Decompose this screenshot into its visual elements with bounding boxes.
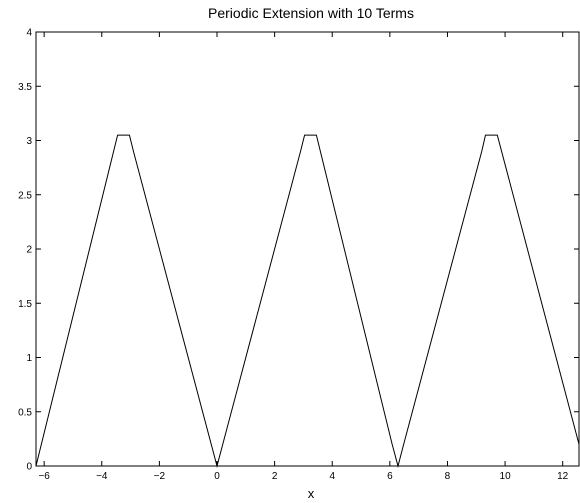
x-tick-label: −6 xyxy=(38,471,50,482)
x-tick-label: 12 xyxy=(557,471,569,482)
x-axis-ticks: −6 −4 −2 0 2 4 6 8 10 12 xyxy=(38,32,569,482)
y-tick-label: 0.5 xyxy=(18,407,32,418)
x-tick-label: 4 xyxy=(329,471,335,482)
x-axis-label: x xyxy=(308,486,315,501)
y-tick-label: 3 xyxy=(26,136,32,147)
y-tick-label: 0 xyxy=(26,462,32,473)
y-tick-label: 1 xyxy=(26,353,32,364)
y-tick-label: 2 xyxy=(26,245,32,256)
y-tick-label: 2.5 xyxy=(18,190,32,201)
series-line xyxy=(35,134,580,468)
x-tick-label: 2 xyxy=(272,471,278,482)
series-group xyxy=(35,134,580,468)
x-tick-label: 10 xyxy=(500,471,512,482)
y-axis-ticks: 0 0.5 1 1.5 2 2.5 3 3.5 4 xyxy=(18,28,579,473)
y-tick-label: 4 xyxy=(26,28,32,39)
chart-title: Periodic Extension with 10 Terms xyxy=(208,5,414,21)
plot-area: −6 −4 −2 0 2 4 6 8 10 12 0 0.5 1 1.5 2 2.5 3 3.5 4 xyxy=(18,28,580,482)
plot-frame xyxy=(35,31,580,467)
x-tick-label: 0 xyxy=(214,471,220,482)
y-tick-label: 3.5 xyxy=(18,82,32,93)
x-tick-label: 6 xyxy=(387,471,393,482)
y-tick-label: 1.5 xyxy=(18,299,32,310)
x-tick-label: 8 xyxy=(445,471,451,482)
x-tick-label: −2 xyxy=(154,471,166,482)
x-tick-label: −4 xyxy=(96,471,108,482)
